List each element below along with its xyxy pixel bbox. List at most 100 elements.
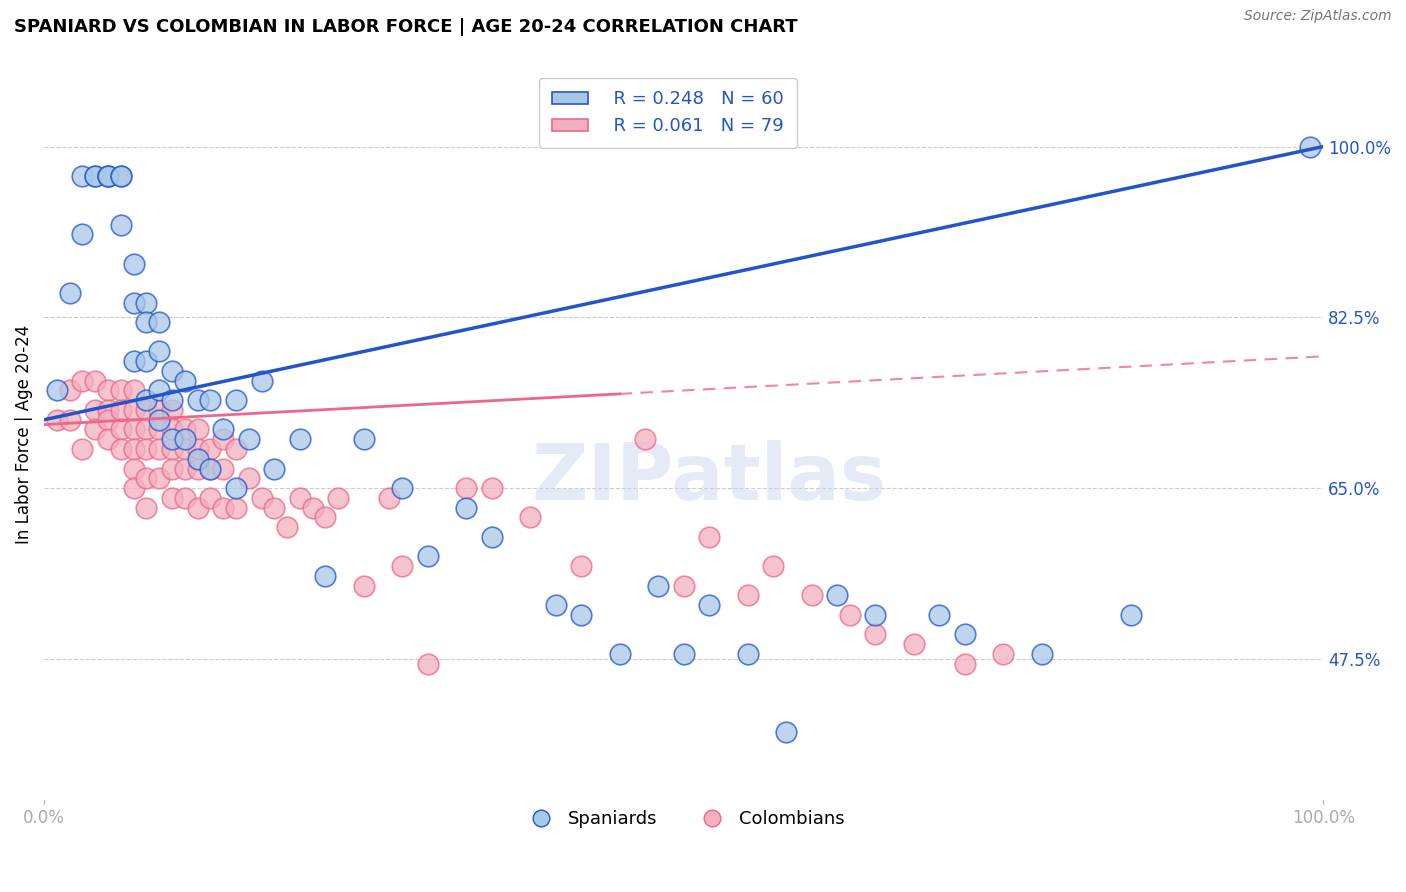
Point — [97, 413, 120, 427]
Point — [122, 442, 145, 456]
Point — [353, 432, 375, 446]
Point — [110, 218, 132, 232]
Point — [110, 442, 132, 456]
Point — [378, 491, 401, 505]
Point — [173, 442, 195, 456]
Point — [84, 169, 107, 183]
Point — [825, 588, 848, 602]
Point — [238, 471, 260, 485]
Point — [250, 374, 273, 388]
Point — [173, 374, 195, 388]
Point — [200, 442, 222, 456]
Point — [672, 578, 695, 592]
Point — [148, 315, 170, 329]
Point — [84, 169, 107, 183]
Point — [135, 295, 157, 310]
Point — [225, 393, 247, 408]
Point — [148, 422, 170, 436]
Point — [212, 432, 235, 446]
Point — [263, 500, 285, 515]
Point — [72, 442, 94, 456]
Point — [569, 607, 592, 622]
Point — [45, 384, 67, 398]
Point — [416, 549, 439, 564]
Point — [288, 491, 311, 505]
Point — [865, 627, 887, 641]
Point — [315, 510, 337, 524]
Point — [97, 169, 120, 183]
Text: Source: ZipAtlas.com: Source: ZipAtlas.com — [1244, 9, 1392, 23]
Point — [160, 422, 183, 436]
Point — [97, 384, 120, 398]
Point — [328, 491, 350, 505]
Point — [122, 461, 145, 475]
Point — [1299, 139, 1322, 153]
Point — [122, 403, 145, 417]
Point — [122, 354, 145, 368]
Point — [187, 500, 209, 515]
Point — [148, 442, 170, 456]
Point — [148, 471, 170, 485]
Point — [135, 354, 157, 368]
Point — [481, 481, 503, 495]
Point — [97, 169, 120, 183]
Point — [187, 442, 209, 456]
Point — [416, 657, 439, 671]
Point — [775, 725, 797, 739]
Point — [97, 432, 120, 446]
Point — [59, 285, 82, 300]
Point — [122, 257, 145, 271]
Point — [697, 598, 720, 612]
Point — [135, 315, 157, 329]
Point — [160, 403, 183, 417]
Point — [84, 403, 107, 417]
Point — [110, 169, 132, 183]
Point — [544, 598, 567, 612]
Point — [953, 627, 976, 641]
Point — [609, 647, 631, 661]
Point — [135, 500, 157, 515]
Point — [672, 647, 695, 661]
Point — [59, 384, 82, 398]
Point — [135, 442, 157, 456]
Point — [838, 607, 860, 622]
Point — [173, 461, 195, 475]
Point — [200, 393, 222, 408]
Point — [45, 413, 67, 427]
Point — [122, 384, 145, 398]
Point — [110, 169, 132, 183]
Point — [135, 403, 157, 417]
Point — [110, 422, 132, 436]
Point — [737, 647, 759, 661]
Point — [737, 588, 759, 602]
Point — [122, 295, 145, 310]
Point — [84, 422, 107, 436]
Point — [110, 384, 132, 398]
Point — [173, 491, 195, 505]
Point — [315, 569, 337, 583]
Point — [800, 588, 823, 602]
Point — [160, 461, 183, 475]
Point — [250, 491, 273, 505]
Point — [481, 530, 503, 544]
Point — [160, 364, 183, 378]
Point — [225, 500, 247, 515]
Point — [200, 461, 222, 475]
Point — [928, 607, 950, 622]
Point — [173, 422, 195, 436]
Point — [72, 227, 94, 242]
Point — [59, 413, 82, 427]
Point — [160, 442, 183, 456]
Point — [391, 559, 413, 574]
Point — [456, 500, 478, 515]
Point — [160, 491, 183, 505]
Point — [84, 374, 107, 388]
Point — [200, 491, 222, 505]
Point — [200, 461, 222, 475]
Point — [187, 451, 209, 466]
Point — [903, 637, 925, 651]
Point — [72, 374, 94, 388]
Point — [135, 422, 157, 436]
Point — [148, 403, 170, 417]
Legend: Spaniards, Colombians: Spaniards, Colombians — [516, 803, 852, 835]
